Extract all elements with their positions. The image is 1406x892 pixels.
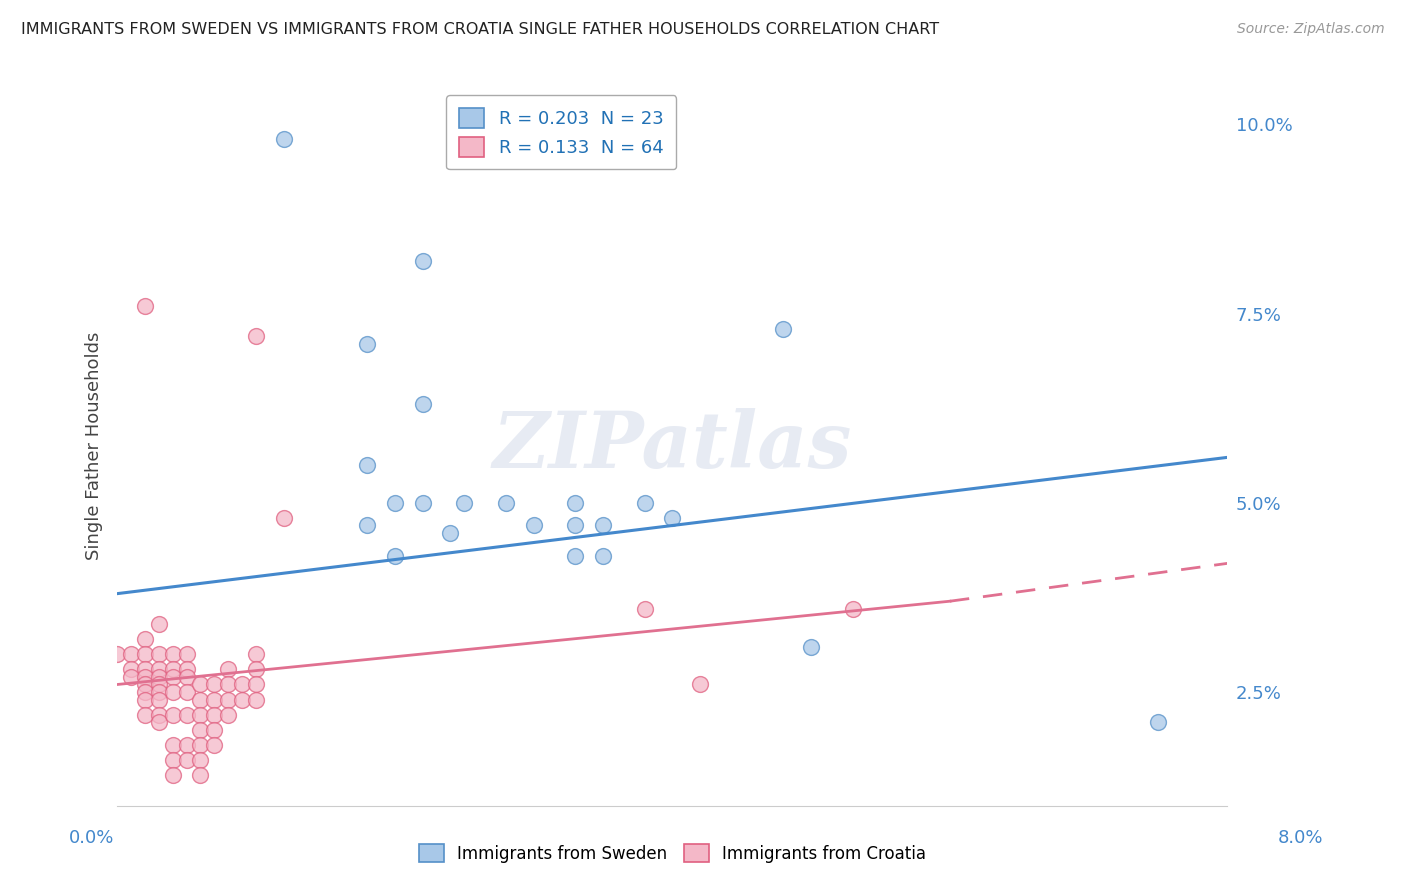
Point [120,647,142,661]
Point [202,738,225,752]
Point [190,677,212,691]
Point [842,601,865,615]
Point [176,707,198,722]
Point [134,299,156,313]
Point [148,670,170,684]
Point [202,707,225,722]
Point [176,662,198,676]
Text: IMMIGRANTS FROM SWEDEN VS IMMIGRANTS FROM CROATIA SINGLE FATHER HOUSEHOLDS CORRE: IMMIGRANTS FROM SWEDEN VS IMMIGRANTS FRO… [21,22,939,37]
Point [384,549,406,563]
Point [134,707,156,722]
Point [384,496,406,510]
Point [148,647,170,661]
Point [148,616,170,631]
Legend: Immigrants from Sweden, Immigrants from Croatia: Immigrants from Sweden, Immigrants from … [412,838,932,869]
Point [120,670,142,684]
Point [689,677,711,691]
Point [176,670,198,684]
Point [592,518,614,533]
Point [134,677,156,691]
Point [162,768,184,782]
Point [190,738,212,752]
Point [245,662,267,676]
Point [134,685,156,699]
Point [356,458,378,472]
Point [453,496,475,510]
Point [162,662,184,676]
Point [245,677,267,691]
Point [273,511,295,525]
Point [412,253,434,268]
Point [176,753,198,767]
Point [217,692,239,706]
Text: ZIPatlas: ZIPatlas [492,408,852,484]
Point [162,738,184,752]
Point [356,336,378,351]
Point [273,132,295,146]
Point [162,753,184,767]
Point [202,692,225,706]
Point [800,640,823,654]
Point [148,692,170,706]
Point [134,692,156,706]
Point [412,397,434,411]
Point [356,518,378,533]
Point [105,647,128,661]
Point [564,549,586,563]
Point [412,496,434,510]
Point [217,707,239,722]
Point [772,321,794,335]
Text: Source: ZipAtlas.com: Source: ZipAtlas.com [1237,22,1385,37]
Point [564,496,586,510]
Point [134,662,156,676]
Point [245,692,267,706]
Point [190,753,212,767]
Point [231,677,253,691]
Point [148,707,170,722]
Point [134,647,156,661]
Point [439,526,461,541]
Text: 8.0%: 8.0% [1278,829,1323,847]
Point [176,685,198,699]
Point [231,692,253,706]
Point [633,601,655,615]
Point [217,677,239,691]
Point [592,549,614,563]
Point [148,715,170,730]
Point [245,647,267,661]
Point [202,677,225,691]
Point [176,647,198,661]
Point [162,707,184,722]
Point [245,329,267,343]
Point [134,632,156,646]
Point [134,670,156,684]
Y-axis label: Single Father Households: Single Father Households [86,332,103,560]
Point [564,518,586,533]
Point [633,496,655,510]
Point [217,662,239,676]
Point [162,685,184,699]
Point [148,685,170,699]
Point [190,723,212,737]
Point [522,518,544,533]
Point [495,496,517,510]
Point [202,723,225,737]
Point [120,662,142,676]
Point [176,738,198,752]
Point [148,677,170,691]
Point [661,511,683,525]
Point [162,670,184,684]
Point [162,647,184,661]
Point [148,662,170,676]
Text: 0.0%: 0.0% [69,829,114,847]
Point [1147,715,1170,730]
Point [190,692,212,706]
Point [190,768,212,782]
Point [190,707,212,722]
